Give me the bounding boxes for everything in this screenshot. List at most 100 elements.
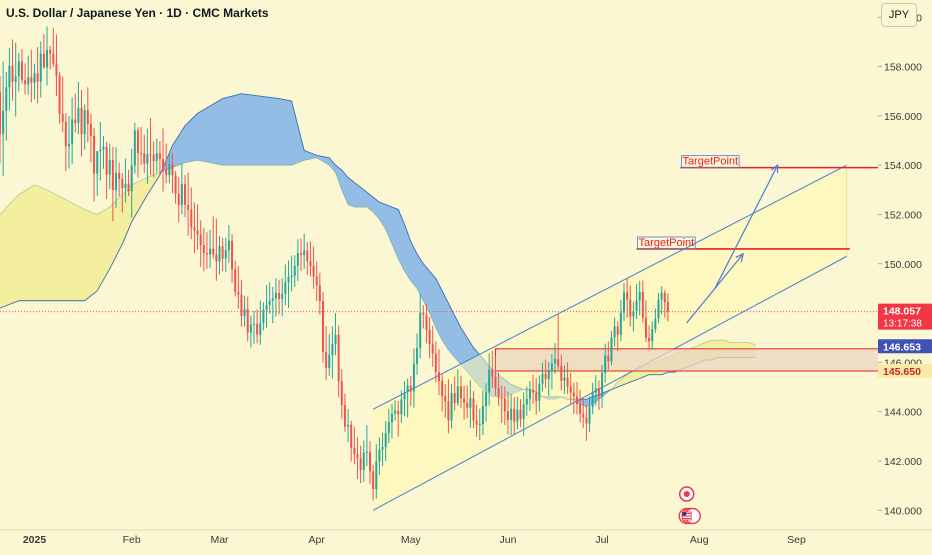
candle-body	[149, 154, 152, 156]
target-label-box-1	[637, 236, 696, 250]
target-label-1[interactable]: TargetPoint	[639, 237, 695, 249]
y-tick-label: 144.000	[884, 407, 922, 419]
projection-arrows[interactable]	[686, 163, 779, 324]
x-tick-label: Apr	[309, 534, 326, 546]
candle-body	[287, 277, 290, 283]
candle-body	[638, 291, 641, 301]
candle-body	[632, 311, 635, 317]
time-axis[interactable]: 2025 Feb Mar Apr May Jun Jul Aug Sep	[0, 529, 932, 550]
candle-body	[359, 458, 362, 470]
candle-body	[146, 154, 149, 164]
price-label-countdown: 13:17:38	[883, 319, 922, 330]
candle-body	[36, 73, 39, 82]
candle-body	[582, 413, 585, 418]
candle-body	[315, 276, 318, 286]
channel-lower-line[interactable]	[372, 255, 847, 511]
candle-body	[372, 471, 375, 490]
candle-body	[274, 293, 277, 299]
candle-body	[202, 245, 205, 254]
candle-body	[215, 254, 218, 262]
candle-body	[397, 410, 400, 415]
candle-body	[237, 291, 240, 295]
candle-body	[591, 392, 594, 407]
candle-body	[243, 309, 246, 317]
candle-body	[547, 371, 550, 380]
candle-body	[412, 363, 415, 392]
cloud-segment	[46, 189, 67, 301]
price-axis[interactable]: 140.000142.000144.000146.000148.000150.0…	[878, 0, 932, 530]
candle-body	[566, 377, 569, 387]
candle-body	[666, 301, 669, 312]
projection-arrow-2[interactable]	[714, 164, 779, 289]
candle-body	[635, 300, 638, 312]
candle-body	[162, 159, 165, 170]
candle-body	[528, 389, 531, 399]
candle-body	[256, 323, 259, 335]
candle-body	[557, 358, 560, 367]
cloud-segment	[209, 98, 223, 166]
candle-body	[550, 363, 553, 372]
flag-canton	[682, 512, 687, 516]
candle-body	[644, 317, 647, 338]
price-label-3: 145.650	[883, 366, 921, 378]
candle-body	[58, 75, 61, 114]
candle-body	[657, 299, 660, 319]
candle-body	[623, 292, 626, 313]
support-zone-rect[interactable]	[494, 348, 881, 372]
candle-body	[55, 63, 58, 76]
candle-body	[588, 406, 591, 424]
candle-body	[218, 246, 221, 262]
candle-body	[49, 49, 52, 54]
target-lines[interactable]: TargetPoint TargetPoint	[636, 155, 882, 250]
candle-body	[431, 344, 434, 354]
support-zone[interactable]	[494, 348, 881, 372]
x-tick-label: Aug	[690, 534, 709, 546]
candle-body	[343, 405, 346, 427]
ascending-channel[interactable]	[372, 164, 848, 511]
candle-body	[519, 409, 522, 420]
candle-body	[193, 227, 196, 231]
channel-upper-line[interactable]	[372, 164, 847, 410]
candle-body	[259, 323, 262, 335]
candle-body	[381, 446, 384, 450]
target-label-2[interactable]: TargetPoint	[682, 156, 738, 168]
candle-body	[441, 380, 444, 397]
candle-body	[516, 409, 519, 422]
candle-body	[224, 250, 227, 259]
candle-body	[180, 183, 183, 206]
candle-body	[136, 130, 139, 154]
candle-body	[463, 398, 466, 403]
candle-body	[271, 298, 274, 301]
candle-body	[165, 169, 168, 176]
candle-body	[497, 388, 500, 398]
candle-body	[503, 398, 506, 412]
candle-body	[485, 392, 488, 407]
candle-body	[86, 110, 89, 124]
candle-body	[369, 451, 372, 472]
candle-body	[619, 312, 622, 335]
candle-body	[387, 422, 390, 434]
candle-body	[500, 397, 503, 399]
candle-body	[290, 275, 293, 278]
candle-body	[616, 326, 619, 335]
currency-badge[interactable]: JPY	[881, 3, 917, 27]
time-axis-bg	[0, 530, 932, 550]
x-tick-label: Jun	[500, 534, 517, 546]
candle-body	[184, 183, 187, 205]
candle-body	[626, 292, 629, 300]
event-icons[interactable]	[678, 486, 701, 525]
candle-body	[337, 334, 340, 382]
candle-body	[362, 452, 365, 470]
candle-body	[450, 393, 453, 421]
candle-body	[143, 153, 146, 164]
candle-body	[96, 151, 99, 174]
candle-body	[375, 461, 378, 490]
candle-body	[30, 77, 33, 83]
cloud-segment	[197, 105, 211, 164]
y-tick-label: 156.000	[884, 111, 922, 123]
candle-body	[306, 250, 309, 262]
candle-body	[447, 401, 450, 421]
candle-body	[340, 381, 343, 406]
